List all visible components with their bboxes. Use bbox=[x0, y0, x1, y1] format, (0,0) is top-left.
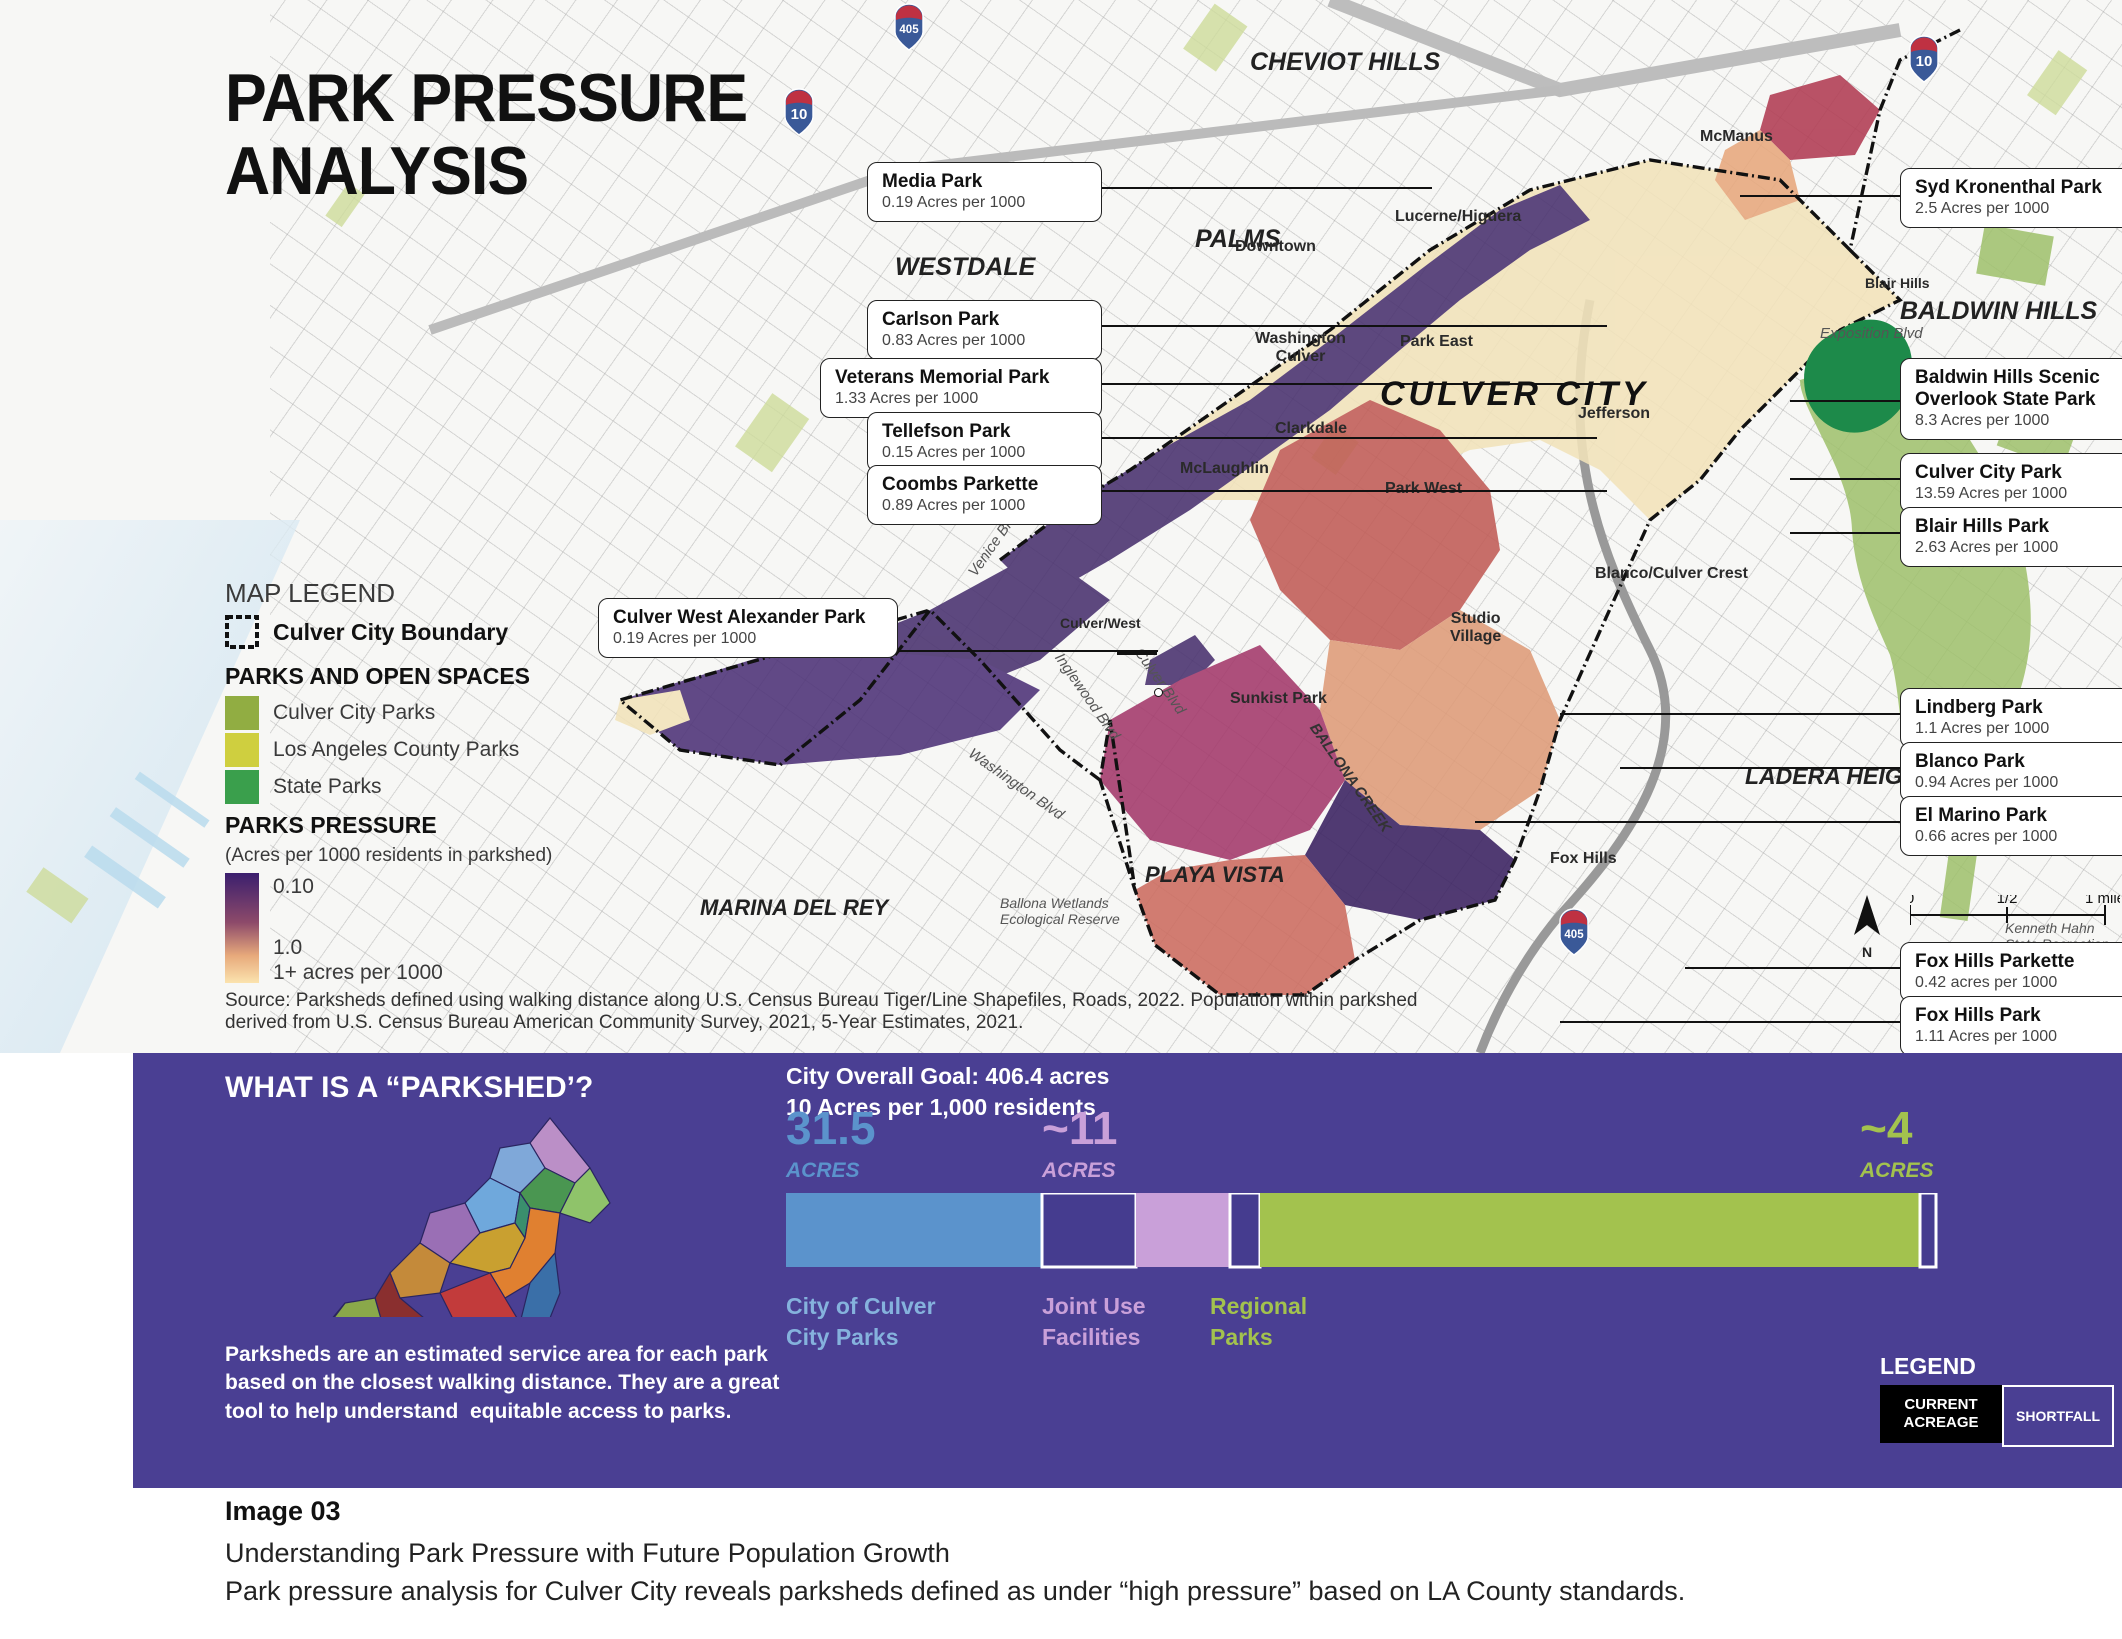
svg-text:1 mile: 1 mile bbox=[2085, 895, 2120, 907]
svg-text:0: 0 bbox=[1910, 895, 1914, 907]
svg-text:1/2: 1/2 bbox=[1997, 895, 2018, 907]
